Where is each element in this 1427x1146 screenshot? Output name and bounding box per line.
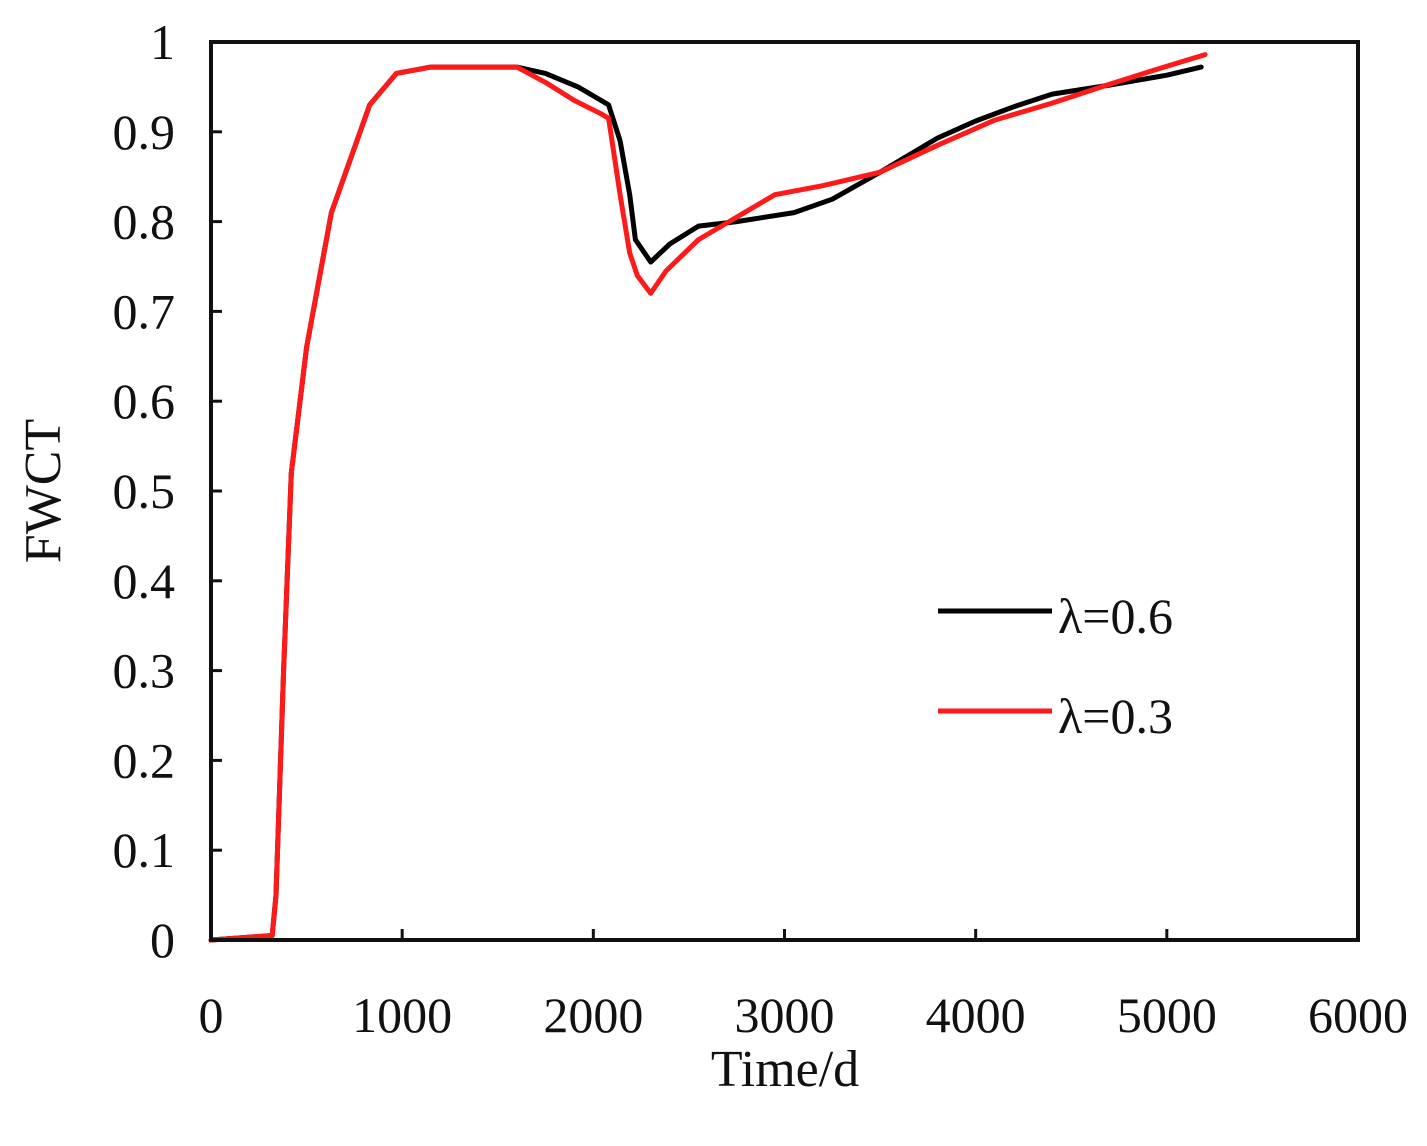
x-tick-label: 2000 (543, 987, 643, 1043)
y-tick-label: 0.2 (113, 732, 176, 788)
x-tick-label: 1000 (352, 987, 452, 1043)
y-tick-label: 0.9 (113, 104, 176, 160)
y-tick-label: 1 (150, 14, 175, 70)
series-line-1 (208, 64, 1204, 943)
y-tick-label: 0.6 (113, 373, 176, 429)
x-tick-label: 4000 (926, 987, 1026, 1043)
ticks-layer (209, 40, 1360, 942)
x-tick-label: 3000 (735, 987, 835, 1043)
x-tick-label: 6000 (1308, 987, 1408, 1043)
series-lines-layer (208, 52, 1208, 943)
legend-label-series-1: λ=0.6 (1058, 588, 1173, 644)
x-tick-label: 5000 (1117, 987, 1217, 1043)
y-tick-label: 0.3 (113, 643, 176, 699)
y-tick-label: 0.4 (113, 553, 176, 609)
y-tick-label: 0.5 (113, 463, 176, 519)
x-tick-label: 0 (199, 987, 224, 1043)
tick-labels-layer: 0 1000 2000 3000 4000 5000 6000 0 0.1 0.2 0.3 0.4 0.… (113, 14, 1409, 1043)
y-tick-label: 0.1 (113, 822, 176, 878)
x-axis-title: Time/d (711, 1041, 859, 1098)
y-axis-title: FWCT (15, 419, 72, 563)
y-tick-label: 0.8 (113, 194, 176, 250)
legend-label-series-2: λ=0.3 (1058, 688, 1173, 744)
series-line-2 (208, 52, 1208, 943)
legend: λ=0.6 λ=0.3 (938, 588, 1173, 744)
y-tick-label: 0.7 (113, 283, 176, 339)
y-tick-label: 0 (150, 912, 175, 968)
plot-area-frame (209, 40, 1360, 942)
